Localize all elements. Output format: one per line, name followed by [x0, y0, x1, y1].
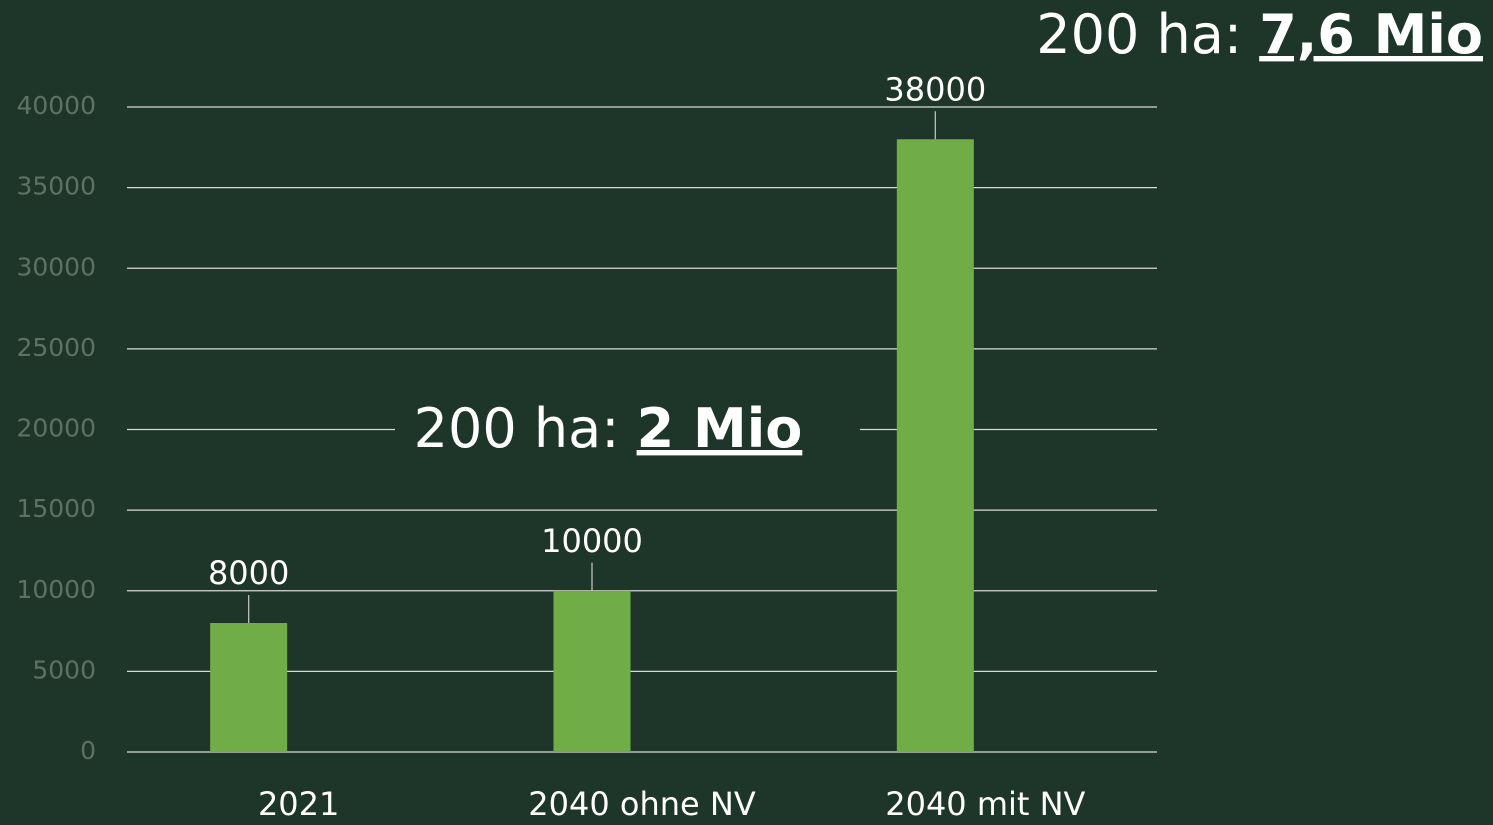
y-tick-label: 40000 [16, 91, 96, 120]
annotation-text: 200 ha: [414, 397, 620, 460]
y-tick-label: 20000 [16, 414, 96, 443]
data-label: 10000 [541, 522, 643, 560]
data-label: 8000 [208, 554, 289, 592]
y-tick-label: 35000 [16, 172, 96, 201]
y-tick-label: 5000 [32, 655, 96, 684]
bar [896, 139, 974, 752]
bar [210, 623, 288, 752]
annotation-text: 200 ha: [1036, 3, 1242, 66]
y-tick-label: 15000 [16, 494, 96, 523]
marks: 2021 8000 2040 ohne NV 10000 2040 mit NV 3800… [208, 70, 1086, 823]
annotation-emphasis: 2 Mio [637, 397, 803, 460]
y-tick-label: 0 [80, 736, 96, 765]
annotation-box [395, 400, 860, 464]
data-label: 38000 [884, 70, 986, 108]
x-tick-label: 2021 [258, 785, 339, 823]
bar [553, 590, 631, 752]
x-tick-label: 2040 mit NV [885, 785, 1085, 823]
x-tick-label: 2040 ohne NV [528, 785, 756, 823]
annotation: 200 ha: 7,6 Mio [1036, 3, 1483, 66]
annotation: 200 ha: 2 Mio [414, 397, 803, 460]
y-tick-label: 10000 [16, 575, 96, 604]
y-tick-label: 30000 [16, 252, 96, 281]
y-tick-label: 25000 [16, 333, 96, 362]
annotation-emphasis: 7,6 Mio [1259, 3, 1483, 66]
grid: 0 5000 10000 15000 20000 25000 30000 35000 40000 [16, 91, 1157, 765]
